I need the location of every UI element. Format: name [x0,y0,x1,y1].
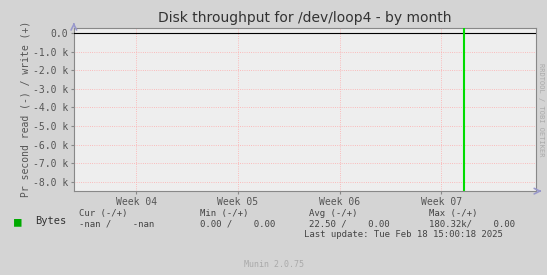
Text: Munin 2.0.75: Munin 2.0.75 [243,260,304,269]
Title: Disk throughput for /dev/loop4 - by month: Disk throughput for /dev/loop4 - by mont… [158,11,452,25]
Text: RRDTOOL / TOBI OETIKER: RRDTOOL / TOBI OETIKER [538,63,544,157]
Text: 0.00 /    0.00: 0.00 / 0.00 [200,220,275,229]
Text: Avg (-/+): Avg (-/+) [309,209,357,218]
Text: ■: ■ [14,215,21,228]
Y-axis label: Pr second read (-) / write (+): Pr second read (-) / write (+) [20,21,30,197]
Text: Bytes: Bytes [36,216,67,226]
Text: 180.32k/    0.00: 180.32k/ 0.00 [429,220,515,229]
Text: Last update: Tue Feb 18 15:00:18 2025: Last update: Tue Feb 18 15:00:18 2025 [304,230,503,239]
Text: -nan /    -nan: -nan / -nan [79,220,155,229]
Text: Min (-/+): Min (-/+) [200,209,248,218]
Text: Max (-/+): Max (-/+) [429,209,478,218]
Text: 22.50 /    0.00: 22.50 / 0.00 [309,220,389,229]
Text: Cur (-/+): Cur (-/+) [79,209,127,218]
